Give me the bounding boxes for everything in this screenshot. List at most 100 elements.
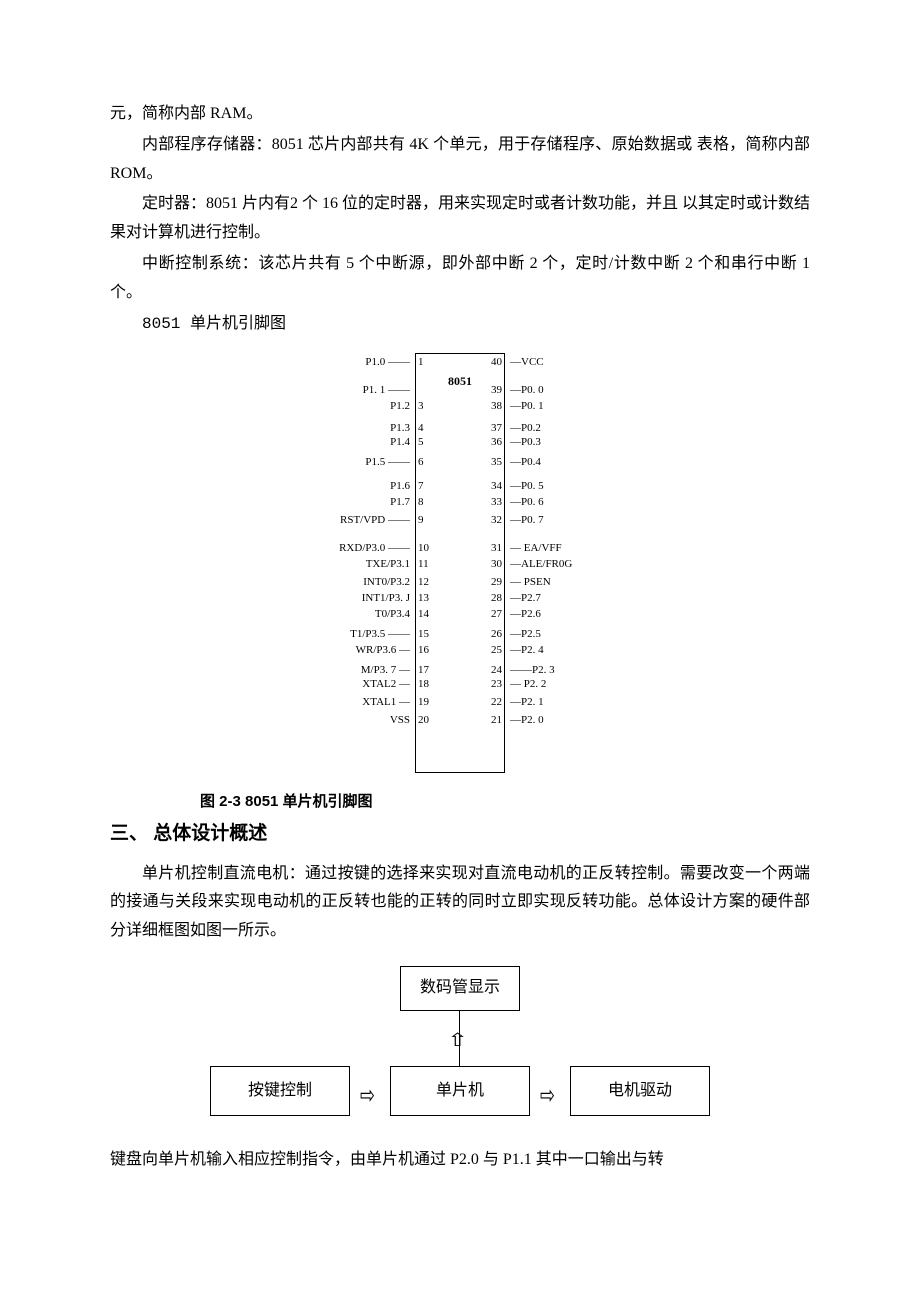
pin-left-label: T1/P3.5 ——: [290, 629, 410, 640]
pin-left-number: 7: [418, 481, 432, 492]
section-3-heading: 三、 总体设计概述: [110, 817, 810, 851]
pin-left-number: 18: [418, 679, 432, 690]
pin-left-number: 8: [418, 497, 432, 508]
block-keypad: 按键控制: [210, 1066, 350, 1116]
pin-row: P1.7833—P0. 6: [280, 497, 640, 511]
pin-right-number: 36: [484, 437, 502, 448]
pin-left-number: 1: [418, 357, 432, 368]
pin-left-label: XTAL1 —: [290, 697, 410, 708]
pin-right-number: 25: [484, 645, 502, 656]
arrow-right-icon: ⇨: [360, 1072, 375, 1117]
pin-right-number: 27: [484, 609, 502, 620]
pin-right-number: 40: [484, 357, 502, 368]
pin-left-label: P1.0 ——: [290, 357, 410, 368]
pin-row: INT0/P3.2 12 29 — PSEN: [280, 577, 640, 591]
pin-row: P1.5 —— 6 35 —P0.4: [280, 457, 640, 471]
pin-left-number: 19: [418, 697, 432, 708]
pin-right-label: —P0. 7: [510, 515, 630, 526]
pin-row: INT1/P3. J 13 28 —P2.7: [280, 593, 640, 607]
pin-left-label: XTAL2 —: [290, 679, 410, 690]
pin-right-label: —P0.4: [510, 457, 630, 468]
pin-left-label: P1.4: [290, 437, 410, 448]
pin-right-label: —P2. 0: [510, 715, 630, 726]
pin-row: XTAL1 —1922—P2. 1: [280, 697, 640, 711]
pin-left-label: INT0/P3.2: [290, 577, 410, 588]
pinout-diagram: 8051 P1.0 ——140—VCCP1. 1 ——39—P0. 0P1.23…: [280, 353, 640, 783]
pin-row: P1.2338—P0. 1: [280, 401, 640, 415]
pin-left-label: T0/P3.4: [290, 609, 410, 620]
pin-left-label: P1.5 ——: [290, 457, 410, 468]
pin-right-number: 30: [484, 559, 502, 570]
pin-right-number: 21: [484, 715, 502, 726]
paragraph-timer: 定时器：8051 片内有2 个 16 位的定时器，用来实现定时或者计数功能，并且…: [110, 190, 810, 248]
pin-right-number: 37: [484, 423, 502, 434]
figure-caption: 图 2-3 8051 单片机引脚图: [200, 788, 810, 815]
pin-right-number: 35: [484, 457, 502, 468]
pin-left-number: 4: [418, 423, 432, 434]
pin-row: P1.6734—P0. 5: [280, 481, 640, 495]
arrow-up-icon: ⇧: [447, 1024, 468, 1056]
pin-left-label: INT1/P3. J: [290, 593, 410, 604]
pin-right-number: 29: [484, 577, 502, 588]
pin-left-number: 14: [418, 609, 432, 620]
pin-left-number: 16: [418, 645, 432, 656]
pin-right-number: 34: [484, 481, 502, 492]
pin-right-number: 31: [484, 543, 502, 554]
pin-row: P1. 1 —— 39 —P0. 0: [280, 385, 640, 399]
pin-left-number: 20: [418, 715, 432, 726]
pin-right-label: — EA/VFF: [510, 543, 630, 554]
pin-right-number: 26: [484, 629, 502, 640]
pin-right-label: —P0. 0: [510, 385, 630, 396]
pin-row: WR/P3.6 —1625—P2. 4: [280, 645, 640, 659]
block-display: 数码管显示: [400, 966, 520, 1011]
paragraph-pinout-title: 8051 单片机引脚图: [110, 310, 810, 339]
pin-right-label: —P0.2: [510, 423, 630, 434]
pin-row: T0/P3.41427—P2.6: [280, 609, 640, 623]
pin-right-number: 23: [484, 679, 502, 690]
pin-row: T1/P3.5 —— 15 26 —P2.5: [280, 629, 640, 643]
pin-row: RST/VPD —— 9 32 —P0. 7: [280, 515, 640, 529]
pin-left-number: 15: [418, 629, 432, 640]
pin-left-number: 12: [418, 577, 432, 588]
section-3-body: 单片机控制直流电机：通过按键的选择来实现对直流电动机的正反转控制。需要改变一个两…: [110, 860, 810, 946]
pin-left-number: 3: [418, 401, 432, 412]
pin-right-label: —VCC: [510, 357, 630, 368]
pin-right-number: 32: [484, 515, 502, 526]
pin-row: P1.3 4 37 —P0.2: [280, 423, 640, 437]
pin-left-label: WR/P3.6 —: [290, 645, 410, 656]
pin-left-label: RST/VPD ——: [290, 515, 410, 526]
pin-right-number: 38: [484, 401, 502, 412]
pin-row: XTAL2 —1823— P2. 2: [280, 679, 640, 693]
pin-right-label: —P0. 5: [510, 481, 630, 492]
pin-row: VSS 20 21 —P2. 0: [280, 715, 640, 729]
pin-right-number: 39: [484, 385, 502, 396]
block-motor-driver: 电机驱动: [570, 1066, 710, 1116]
pin-right-label: —P2.7: [510, 593, 630, 604]
pin-right-label: —P0.3: [510, 437, 630, 448]
paragraph-rom: 内部程序存储器：8051 芯片内部共有 4K 个单元，用于存储程序、原始数据或 …: [110, 131, 810, 189]
pin-right-label: —P2. 1: [510, 697, 630, 708]
pin-left-label: P1.3: [290, 423, 410, 434]
arrow-right-icon: ⇨: [540, 1072, 555, 1117]
pin-right-label: —P0. 6: [510, 497, 630, 508]
pin-left-label: P1.2: [290, 401, 410, 412]
pin-left-number: 9: [418, 515, 432, 526]
footer-paragraph: 键盘向单片机输入相应控制指令，由单片机通过 P2.0 与 P1.1 其中一口输出…: [110, 1146, 810, 1175]
pin-left-number: 10: [418, 543, 432, 554]
pin-right-label: — PSEN: [510, 577, 630, 588]
pin-left-label: P1. 1 ——: [290, 385, 410, 396]
pin-left-label: TXE/P3.1: [290, 559, 410, 570]
pin-right-label: ——P2. 3: [510, 665, 630, 676]
pin-right-number: 28: [484, 593, 502, 604]
pin-left-number: 13: [418, 593, 432, 604]
pin-left-label: VSS: [290, 715, 410, 726]
pin-left-number: 5: [418, 437, 432, 448]
pin-row: TXE/P3.11130—ALE/FR0G: [280, 559, 640, 573]
pin-left-number: 6: [418, 457, 432, 468]
pin-row: RXD/P3.0 ——1031— EA/VFF: [280, 543, 640, 557]
pin-row: M/P3. 7 —1724——P2. 3: [280, 665, 640, 679]
pin-right-label: —ALE/FR0G: [510, 559, 630, 570]
pin-left-label: P1.7: [290, 497, 410, 508]
pin-right-label: —P2.5: [510, 629, 630, 640]
block-mcu: 单片机: [390, 1066, 530, 1116]
